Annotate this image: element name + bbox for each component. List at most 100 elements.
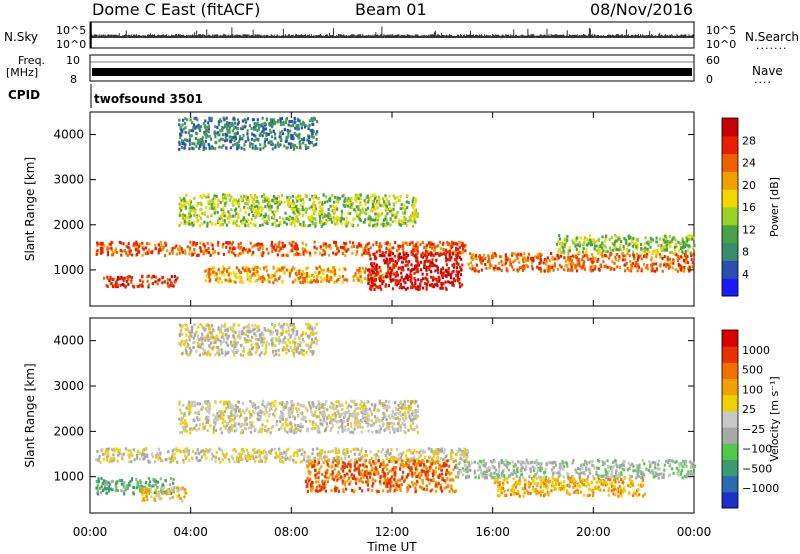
echo-band-7-c0 (178, 116, 319, 151)
echo-band-1-c1 (103, 275, 177, 289)
echo-band-6-c2 (178, 399, 420, 434)
beam-label: Beam 01 (355, 0, 427, 19)
nave-tick-high: 60 (706, 54, 720, 67)
ytick-label-power-3000: 3000 (53, 173, 84, 187)
nsky-trace (89, 22, 694, 48)
colorbar-swatch-velocity-2 (722, 459, 738, 477)
echo-band-1-c1 (95, 477, 180, 494)
nsearch-dots: ······· (756, 42, 788, 55)
echo-band-5-c2 (494, 476, 644, 498)
nave-band (92, 68, 692, 76)
colorbar-tick-velocity-3: 25 (742, 403, 756, 416)
nsky-tick-high: 10^5 (56, 24, 87, 37)
panel-power: 1000 2000 3000 4000 Slant Range [km] 28 24 20 16… (23, 111, 781, 307)
nsky-label: N.Sky (4, 30, 39, 44)
colorbar-velocity: 1000 500 100 25 −25 −100 −500 −1000 Velocity [m … (721, 329, 781, 509)
echo-cells-power (95, 116, 696, 291)
ytick-label-power-1000: 1000 (53, 263, 84, 277)
xtick-label-5: 20:00 (576, 525, 611, 539)
echo-band-7-c2 (178, 322, 317, 357)
colorbar-swatch-power-9 (722, 118, 738, 137)
nsearch-label: N.Search (745, 30, 800, 44)
echo-band-1-c2 (106, 274, 179, 289)
echo-band-1-c2 (95, 477, 175, 496)
plot-title: Dome C East (fitACF) (92, 0, 261, 19)
echo-band-1-c0 (108, 274, 178, 289)
colorbar-tick-velocity-1: 500 (742, 364, 763, 377)
echo-band-2-c2 (204, 265, 394, 285)
colorbar-tick-power-5: 8 (742, 246, 749, 259)
echo-band-2-c1 (203, 265, 394, 285)
colorbar-tick-power-6: 4 (742, 268, 749, 281)
echo-band-5-c2 (556, 234, 696, 255)
colorbar-swatch-velocity-7 (722, 378, 738, 396)
xtick-label-2: 08:00 (274, 525, 309, 539)
echo-band-4-c1 (471, 252, 696, 273)
ytick-label-power-4000: 4000 (53, 128, 84, 142)
colorbar-tick-velocity-4: −25 (742, 423, 765, 436)
freq-tick-low: 8 (70, 73, 77, 86)
echo-band-2-c2 (140, 486, 188, 502)
echo-band-0-c2 (95, 240, 467, 258)
ylabel-velocity: Slant Range [km] (23, 363, 37, 467)
colorbar-tick-power-0: 28 (742, 134, 756, 147)
colorbar-tick-velocity-0: 1000 (742, 344, 770, 357)
date-label: 08/Nov/2016 (590, 0, 694, 19)
colorbar-label-power: Power [dB] (768, 177, 781, 237)
colorbar-frame-velocity (721, 329, 739, 509)
cpid-label: CPID (8, 88, 41, 102)
freq-label: Freq. (18, 54, 46, 67)
ytick-label-velocity-1000: 1000 (53, 470, 84, 484)
colorbar-swatch-velocity-4 (722, 427, 738, 444)
nsearch-tick-low: 10^0 (706, 38, 737, 51)
colorbar-swatch-power-8 (722, 135, 738, 155)
colorbar-label-velocity: Velocity [m s⁻¹] (768, 376, 781, 461)
nsearch-tick-high: 10^5 (706, 24, 737, 37)
ytick-label-velocity-3000: 3000 (53, 379, 84, 393)
colorbar-swatch-power-5 (722, 189, 738, 208)
ytick-label-velocity-4000: 4000 (53, 334, 84, 348)
freq-tick-high: 10 (66, 54, 80, 67)
echo-band-4-c0 (455, 458, 697, 480)
colorbar-swatch-velocity-9 (722, 346, 738, 363)
colorbar-tick-power-3: 16 (742, 201, 756, 214)
colorbar-frame-power (721, 117, 739, 297)
echo-cells-velocity (95, 322, 697, 503)
nave-label: Nave (752, 64, 783, 78)
nave-dots: ···· (754, 76, 772, 89)
xlabel: Time UT (366, 540, 417, 554)
colorbar-power: 28 24 20 16 12 8 4 Power [dB] (721, 117, 781, 297)
xtick-label-4: 16:00 (475, 525, 510, 539)
echo-band-0-c0 (95, 447, 470, 464)
colorbar-swatch-power-0 (722, 278, 738, 297)
echo-band-2-c1 (143, 486, 186, 503)
freq-unit: [MHz] (6, 66, 39, 79)
colorbar-swatch-velocity-0 (722, 491, 738, 509)
echo-band-3-c2 (304, 458, 457, 494)
colorbar-tick-power-4: 12 (742, 223, 756, 236)
ytick-label-velocity-2000: 2000 (53, 424, 84, 438)
echo-band-3-c0 (367, 252, 463, 291)
colorbar-tick-power-2: 20 (742, 179, 756, 192)
xtick-label-3: 12:00 (375, 525, 410, 539)
echo-band-0-c1 (96, 240, 467, 258)
echo-band-3-c1 (367, 252, 464, 291)
nave-tick-low: 0 (706, 73, 713, 86)
nsky-tick-low: 10^0 (56, 38, 87, 51)
echo-band-0-c2 (99, 447, 468, 464)
colorbar-swatch-velocity-3 (722, 443, 738, 460)
echo-band-4-c2 (455, 458, 696, 480)
colorbar-swatch-power-4 (722, 207, 738, 226)
colorbar-swatch-velocity-10 (722, 330, 738, 347)
colorbar-swatch-power-1 (722, 260, 738, 279)
ylabel-power: Slant Range [km] (23, 157, 37, 261)
colorbar-swatch-velocity-1 (722, 475, 738, 493)
colorbar-tick-power-1: 24 (742, 157, 756, 170)
xtick-label-1: 04:00 (173, 525, 208, 539)
colorbar-swatch-power-3 (722, 224, 738, 244)
echo-band-5-c0 (496, 476, 645, 498)
echo-band-6-c2 (179, 193, 418, 228)
